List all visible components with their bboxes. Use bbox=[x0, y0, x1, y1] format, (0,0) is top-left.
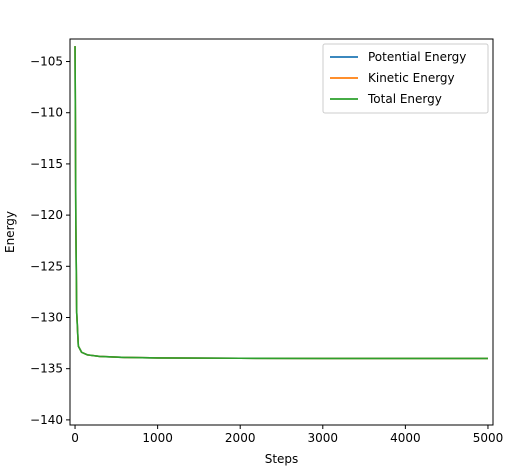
y-tick-label: −140 bbox=[30, 413, 63, 427]
x-axis-label: Steps bbox=[265, 452, 299, 466]
x-tick-label: 0 bbox=[71, 431, 79, 445]
y-tick-label: −115 bbox=[30, 157, 63, 171]
axes-frame bbox=[69, 38, 494, 426]
y-tick-label: −110 bbox=[30, 106, 63, 120]
y-tick-label: −135 bbox=[30, 362, 63, 376]
x-tick-label: 1000 bbox=[142, 431, 173, 445]
y-tick-label: −125 bbox=[30, 259, 63, 273]
legend-entry-label: Potential Energy bbox=[368, 50, 466, 64]
legend-box bbox=[322, 43, 489, 114]
y-axis-label: Energy bbox=[3, 211, 17, 253]
x-tick-label: 2000 bbox=[225, 431, 256, 445]
series-line-3 bbox=[74, 46, 488, 360]
x-tick-label: 4000 bbox=[390, 431, 421, 445]
series-lines bbox=[74, 46, 488, 360]
y-tick-label: −130 bbox=[30, 310, 63, 324]
x-tick-label: 3000 bbox=[308, 431, 339, 445]
y-tick-label: −120 bbox=[30, 208, 63, 222]
x-tick-label: 5000 bbox=[473, 431, 504, 445]
x-axis-ticks: 0 1000 2000 3000 4000 5000 bbox=[71, 425, 503, 445]
legend-entry-label: Total Energy bbox=[367, 92, 442, 106]
legend: Potential Energy Kinetic Energy Total Ener… bbox=[322, 43, 489, 114]
y-axis-ticks: −140 −135 −130 −125 −120 −115 −110 −105 bbox=[30, 55, 70, 427]
legend-entry-label: Kinetic Energy bbox=[368, 71, 455, 85]
y-tick-label: −105 bbox=[30, 55, 63, 69]
